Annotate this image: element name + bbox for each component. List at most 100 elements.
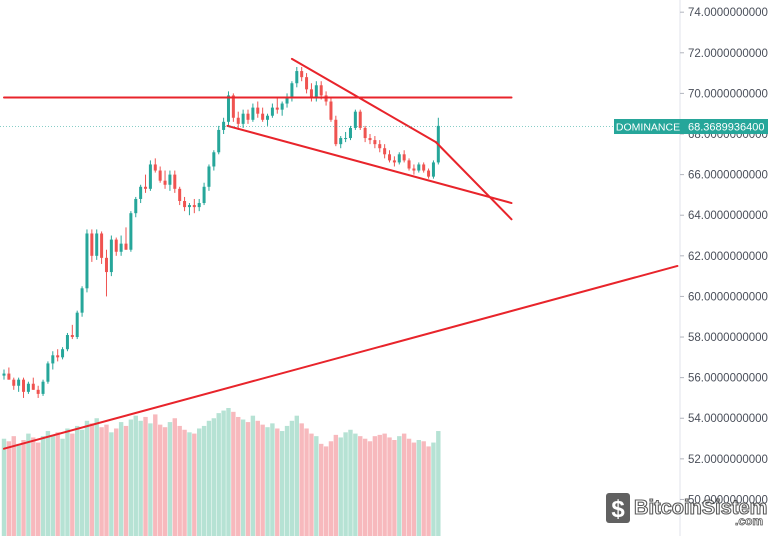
candle-body [17,379,21,386]
candle-body [412,168,416,171]
candle-body [339,138,343,145]
candle-body [178,188,182,201]
volume-bar [138,420,143,536]
volume-bar [21,440,26,536]
candle-body [90,233,94,256]
candle-body [319,85,323,96]
candle-body [12,379,16,386]
candle-body [51,355,55,364]
volume-bar [6,441,12,536]
candle-body [314,85,318,98]
candle-body [363,127,367,139]
trendlines [3,57,679,450]
volume-bar [128,419,134,536]
volume-bar [358,436,363,536]
volume-bar [50,434,55,536]
candle-body [231,95,235,118]
volume-bar [79,429,85,536]
volume-bar [45,431,51,536]
volume-bar [192,433,197,536]
candle-body [373,140,377,145]
candle-body [378,144,382,149]
volume-bar [109,432,114,536]
candle-body [344,138,348,140]
volume-bar [236,416,241,536]
series-label-background [614,119,682,135]
volume-bar [294,415,299,536]
volume-bar [1,438,7,536]
candle-body [270,107,274,116]
volume-bar [16,443,21,536]
volume-bar [377,434,382,536]
candle-body [397,154,401,163]
candle-body [353,111,357,128]
candle-body [104,257,108,273]
volume-bar [275,428,280,536]
volume-bar [31,437,36,536]
candle-body [163,180,167,185]
y-tick-label: 72.0000000000 [688,48,768,60]
volume-bar [226,408,231,536]
volume-bar [177,425,182,536]
candle-body [187,205,191,208]
candle-body [388,154,392,161]
volume-bar [343,432,348,536]
candle-body [173,174,177,189]
volume-bar [255,420,260,536]
candle-body [358,111,362,128]
candle-body [402,154,406,161]
volume-bar [319,443,324,536]
volume-bar [289,420,295,536]
volume-bar [133,415,138,536]
last-value-background [682,119,768,135]
candle-body [56,355,60,358]
volume-bar [40,436,46,536]
price-axis[interactable]: 74.0000000000 72.0000000000 70.0000000000 6… [679,0,768,536]
series-label: DOMINANCE [616,122,680,134]
volume-bar [123,425,129,536]
volume-bar [153,414,158,536]
volume-bar [265,427,270,536]
last-value-label: 68.3689936400 [688,122,764,134]
volume-bar [426,446,431,536]
candle-body [119,243,123,252]
candle-body [241,113,245,124]
volume-bar [245,422,251,536]
volume-bar [362,438,368,536]
candle-body [348,127,352,139]
candle-body [226,95,230,122]
candle-body [236,117,240,124]
volume-bar [411,442,417,536]
volume-bar [216,413,221,536]
volume-bar [392,440,397,536]
volume-bar [75,425,80,536]
y-tick-label: 70.0000000000 [688,88,768,100]
volume-bar [201,425,207,536]
volume-bar [60,438,65,536]
candle-body [427,170,431,177]
candle-body [158,170,162,181]
candle-body [148,164,152,189]
candle-body [251,107,255,120]
volume-bar [65,428,70,536]
volume-bar [240,419,246,536]
volume-bar [55,432,60,536]
candle-body [324,95,328,102]
candle-body [207,166,211,187]
svg-text:$: $ [611,496,625,523]
volume-bar [382,433,387,536]
volume-bar [304,428,309,536]
volume-bar [367,441,373,536]
candle-body [407,160,411,169]
candle-body [309,89,313,98]
candles [2,67,440,398]
volume-bar [182,429,187,536]
watermark-brand: BitcoinSistemi [634,497,768,519]
volume-bar [397,436,402,536]
volume-bar [11,436,16,536]
volume-bar [328,441,334,536]
candle-body [202,186,206,204]
volume-bar [284,425,290,536]
volume-bar [99,427,104,536]
